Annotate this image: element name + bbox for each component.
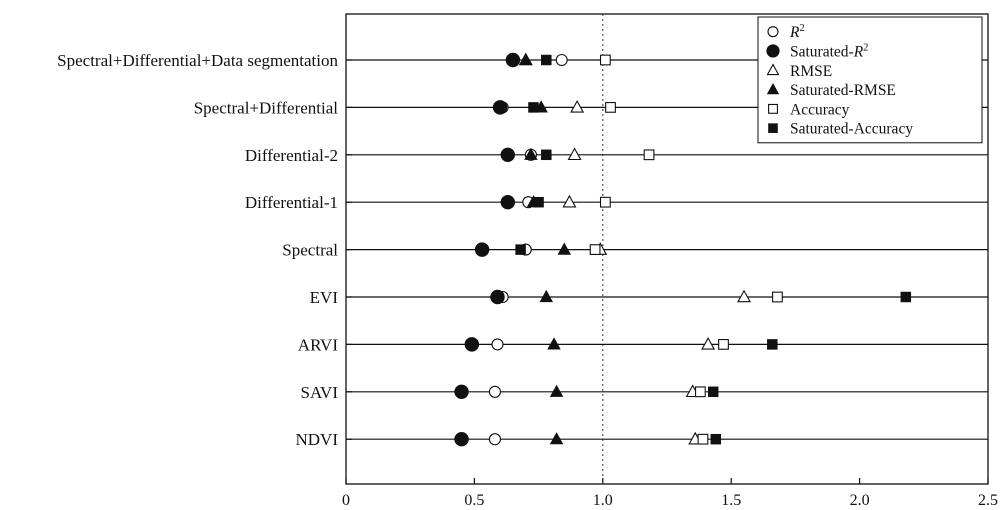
saturated-accuracy-point: [533, 196, 544, 208]
saturated-accuracy-point: [515, 244, 526, 255]
x-tick-label: 0: [342, 492, 350, 509]
saturated-accuracy-point: [541, 149, 552, 161]
saturated-accuracy-point: [710, 433, 722, 445]
saturated-r2-point: [474, 242, 490, 257]
category-label: Differential-1: [245, 193, 338, 212]
accuracy-point: [599, 196, 611, 208]
r2-point: [488, 433, 501, 446]
saturated-r2-point: [500, 147, 516, 163]
legend-label-saturated-rmse: Saturated-RMSE: [790, 82, 896, 99]
saturated-r2-point: [454, 431, 469, 447]
saturated-accuracy-point: [767, 339, 778, 350]
saturated-r2-point: [505, 52, 521, 68]
saturated-rmse-point: [519, 52, 533, 66]
saturated-r2-point: [490, 289, 505, 305]
legend-marker-saturated-accuracy: [768, 123, 778, 133]
x-tick-label: 1.0: [593, 492, 613, 509]
r2-point: [488, 385, 501, 398]
category-label: SAVI: [301, 383, 339, 402]
saturated-rmse-point: [549, 384, 564, 397]
legend-marker-rmse: [766, 63, 780, 76]
legend-marker-saturated-r2: [766, 44, 780, 58]
category-label: NDVI: [296, 430, 339, 449]
legend-label-r2: R2: [789, 23, 805, 41]
r2-point: [491, 338, 504, 351]
x-tick-label: 2.0: [850, 492, 870, 509]
accuracy-point: [694, 386, 706, 398]
accuracy-point: [643, 149, 655, 161]
category-label: Spectral+Differential: [194, 98, 339, 117]
category-label: Differential-2: [245, 146, 338, 165]
accuracy-point: [697, 433, 709, 445]
rmse-point: [567, 147, 582, 161]
category-label: Spectral+Differential+Data segmentation: [57, 51, 338, 70]
saturated-rmse-point: [547, 337, 561, 350]
legend-marker-saturated-rmse: [766, 83, 780, 95]
legend-label-saturated-accuracy: Saturated-Accuracy: [790, 121, 913, 138]
x-tick-label: 2.5: [978, 492, 998, 509]
accuracy-point: [589, 244, 601, 255]
saturated-accuracy-point: [541, 54, 552, 66]
accuracy-point: [772, 291, 783, 303]
legend-marker-accuracy: [768, 103, 778, 114]
saturated-r2-point: [454, 384, 469, 400]
saturated-r2-point: [464, 337, 480, 352]
saturated-rmse-point: [524, 147, 538, 160]
saturated-accuracy-point: [528, 102, 539, 113]
accuracy-point: [605, 102, 616, 113]
legend-marker-r2: [767, 26, 779, 38]
r2-point: [555, 53, 568, 67]
saturated-accuracy-point: [707, 386, 719, 398]
rmse-point: [701, 336, 716, 350]
category-label: ARVI: [298, 335, 339, 354]
saturated-r2-point: [500, 194, 516, 210]
accuracy-point: [599, 54, 611, 66]
saturated-r2-point: [492, 100, 508, 115]
legend-label-rmse: RMSE: [790, 63, 832, 80]
accuracy-point: [718, 339, 729, 350]
rmse-point: [570, 99, 585, 113]
x-tick-label: 0.5: [464, 492, 484, 509]
saturated-rmse-point: [557, 242, 572, 255]
category-label: EVI: [310, 288, 339, 307]
legend-label-accuracy: Accuracy: [790, 101, 850, 118]
rmse-point: [737, 289, 752, 303]
saturated-rmse-point: [539, 289, 554, 303]
category-label: Spectral: [282, 241, 338, 260]
legend-label-saturated-r2: Saturated-R2: [790, 42, 868, 60]
saturated-accuracy-point: [900, 291, 912, 303]
saturated-rmse-point: [549, 432, 564, 445]
rmse-point: [562, 194, 577, 208]
x-tick-label: 1.5: [721, 492, 741, 509]
legend-box: [757, 16, 983, 144]
